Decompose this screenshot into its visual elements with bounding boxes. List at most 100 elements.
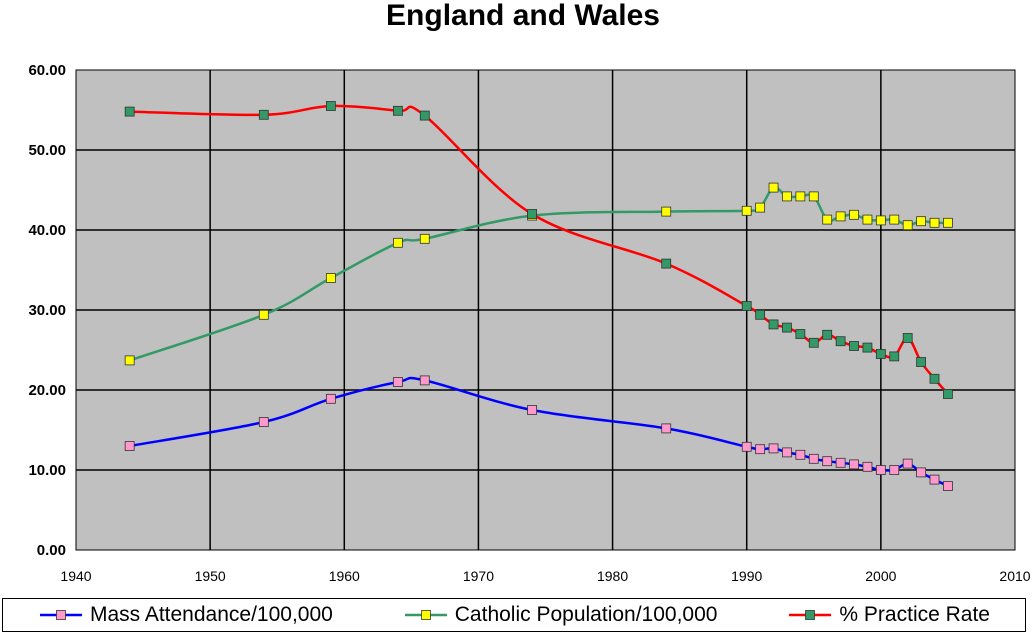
data-point <box>124 441 135 451</box>
data-point <box>916 216 926 227</box>
x-tick-label: 1950 <box>195 568 226 584</box>
x-tick-label: 2010 <box>999 568 1030 584</box>
x-tick-label: 2000 <box>865 568 896 584</box>
data-point <box>835 336 846 347</box>
x-axis-ticks: 1940 1950 1960 1970 1980 1990 2000 2010 <box>60 568 1030 584</box>
series-2 <box>124 101 953 399</box>
y-tick-label: 60.00 <box>28 62 66 79</box>
data-point <box>875 465 886 475</box>
data-point <box>795 329 806 339</box>
data-point <box>419 375 430 386</box>
line-chart: 1940 1950 1960 1970 1980 1990 2000 2010 0.00 10.… <box>28 62 1030 584</box>
data-point <box>808 453 819 464</box>
data-point <box>862 342 873 353</box>
data-point <box>929 373 940 384</box>
series-0 <box>124 375 953 491</box>
data-point <box>258 309 269 320</box>
data-point <box>849 341 859 351</box>
data-point <box>419 110 430 121</box>
gridlines <box>76 70 1015 550</box>
data-point <box>822 456 833 467</box>
data-point <box>782 447 792 458</box>
data-point <box>929 217 940 228</box>
data-point <box>808 337 819 348</box>
data-point <box>768 443 779 454</box>
data-point <box>325 393 336 404</box>
data-point <box>889 214 900 225</box>
data-point <box>419 233 430 244</box>
data-point <box>124 106 135 117</box>
data-point <box>916 467 926 478</box>
y-tick-label: 30.00 <box>28 302 66 319</box>
series-group <box>124 101 953 491</box>
y-tick-label: 10.00 <box>28 462 66 479</box>
data-point <box>124 355 135 366</box>
chart-title: England and Wales <box>386 0 660 32</box>
x-tick-label: 1960 <box>329 568 360 584</box>
data-point <box>835 457 846 468</box>
data-point <box>741 301 752 311</box>
data-point <box>755 309 766 320</box>
data-point <box>393 105 403 116</box>
data-point <box>943 389 953 399</box>
legend-label: Catholic Population/100,000 <box>454 603 718 626</box>
data-point <box>661 423 672 434</box>
data-point <box>527 405 537 415</box>
data-point <box>782 191 792 202</box>
legend: Mass Attendance/100,000 Catholic Populati… <box>2 598 1026 632</box>
x-tick-label: 1990 <box>731 568 762 584</box>
legend-item: % Practice Rate <box>787 603 990 627</box>
data-point <box>862 461 873 472</box>
x-tick-label: 1940 <box>60 568 91 584</box>
data-point <box>661 258 672 269</box>
data-point <box>889 465 900 475</box>
data-point <box>902 220 913 231</box>
data-point <box>795 449 806 460</box>
x-tick-label: 1970 <box>463 568 494 584</box>
y-axis-ticks: 0.00 10.00 20.00 30.00 40.00 50.00 60.00 <box>28 62 66 559</box>
data-point <box>875 349 886 359</box>
data-point <box>929 474 940 485</box>
y-tick-label: 0.00 <box>37 542 66 559</box>
legend-swatch <box>39 610 82 620</box>
data-point <box>768 182 779 193</box>
legend-label: Mass Attendance/100,000 <box>89 603 333 626</box>
y-tick-label: 20.00 <box>28 382 66 399</box>
legend-item: Mass Attendance/100,000 <box>38 603 333 627</box>
data-point <box>822 329 833 340</box>
data-point <box>258 109 269 120</box>
y-tick-label: 50.00 <box>28 142 66 159</box>
data-point <box>768 319 779 330</box>
legend-label: % Practice Rate <box>839 603 990 626</box>
data-point <box>902 333 913 343</box>
data-point <box>849 459 859 470</box>
data-point <box>393 377 403 387</box>
data-point <box>835 211 846 222</box>
data-point <box>849 209 859 220</box>
data-point <box>741 441 752 452</box>
data-point <box>943 481 953 491</box>
data-point <box>741 205 752 216</box>
data-point <box>889 351 900 362</box>
data-point <box>325 273 336 283</box>
data-point <box>902 458 913 469</box>
data-point <box>258 417 269 427</box>
legend-swatch <box>404 610 447 620</box>
data-point <box>755 202 766 213</box>
legend-swatch <box>789 610 832 620</box>
data-point <box>661 206 672 217</box>
series-1 <box>124 182 953 366</box>
data-point <box>862 214 873 225</box>
data-point <box>527 209 537 219</box>
data-point <box>943 217 953 228</box>
x-tick-label: 1980 <box>597 568 628 584</box>
data-point <box>822 214 833 225</box>
data-point <box>755 444 766 455</box>
data-point <box>795 191 806 202</box>
data-point <box>782 322 792 333</box>
y-tick-label: 40.00 <box>28 222 66 239</box>
data-point <box>916 357 926 367</box>
data-point <box>393 237 403 248</box>
data-point <box>808 191 819 202</box>
legend-item: Catholic Population/100,000 <box>403 603 718 627</box>
